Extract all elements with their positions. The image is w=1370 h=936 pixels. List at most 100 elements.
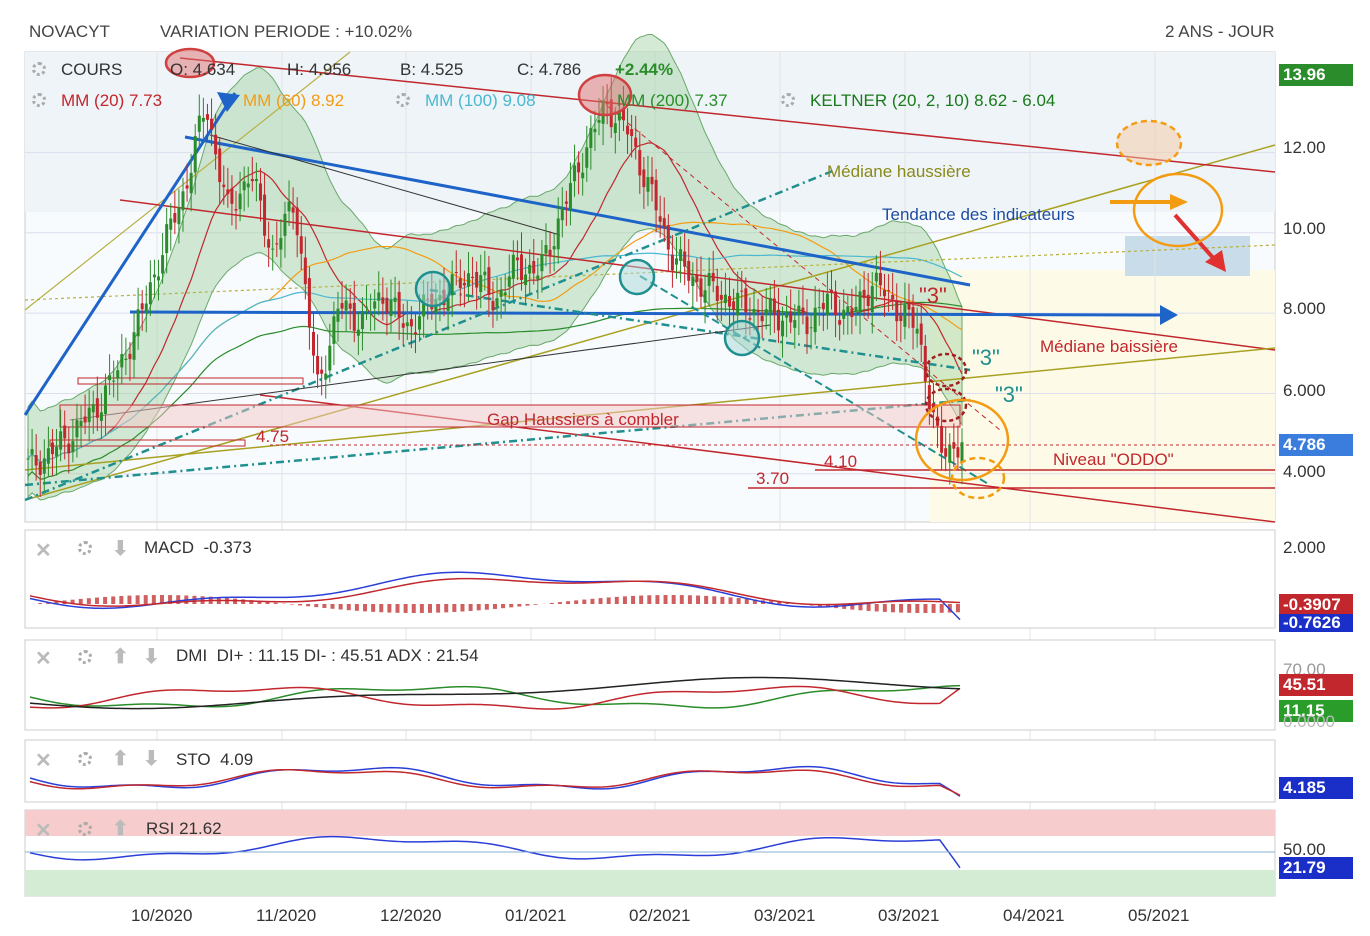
- candle-body: [532, 261, 536, 274]
- candle-body: [471, 276, 475, 279]
- level-475: 4.75: [256, 427, 290, 446]
- gear-icon[interactable]: [78, 650, 92, 664]
- candle-body: [662, 218, 666, 227]
- high-value: H: 4.956: [287, 60, 352, 79]
- keltner-label: KELTNER (20, 2, 10) 8.62 - 6.04: [810, 91, 1056, 110]
- candle-body: [956, 447, 960, 458]
- close-icon[interactable]: ✕: [35, 820, 52, 842]
- candle-body: [405, 322, 409, 327]
- candle-body: [462, 282, 466, 286]
- zone-upper: [25, 52, 1275, 212]
- gap-label: Gap Haussiers à combler: [487, 410, 679, 429]
- candle-body: [165, 224, 169, 254]
- candle-body: [764, 309, 768, 316]
- candle-body: [740, 290, 744, 292]
- candle-body: [303, 257, 307, 285]
- x-tick: 11/2020: [256, 906, 317, 925]
- candle-body: [732, 301, 736, 310]
- annotation-circles: [164, 47, 1224, 500]
- dmi-minus-badge: 45.51: [1279, 674, 1353, 696]
- black-line: [209, 134, 561, 236]
- macd-histogram-bar: [679, 595, 684, 604]
- macd-histogram-bar: [103, 596, 108, 604]
- close-icon[interactable]: ✕: [35, 750, 52, 772]
- teal-dashdot: [24, 398, 971, 487]
- candle-body: [520, 254, 524, 281]
- circle-orange: [1132, 172, 1224, 248]
- macd-histogram-bar: [631, 595, 636, 604]
- gear-icon[interactable]: [78, 541, 92, 555]
- y-tick: 8.000: [1283, 299, 1326, 318]
- macd-histogram-bar: [159, 595, 164, 604]
- candle-body: [544, 245, 548, 254]
- candle-body: [30, 449, 34, 455]
- candle-body: [373, 301, 377, 309]
- gear-icon[interactable]: [781, 93, 795, 107]
- candle-body: [825, 293, 829, 316]
- close-value: C: 4.786: [517, 60, 582, 79]
- candle-body: [475, 272, 479, 288]
- macd-histogram-bar: [655, 595, 660, 604]
- close-icon[interactable]: ✕: [35, 648, 52, 670]
- candle-body: [707, 273, 711, 286]
- candle-body: [556, 218, 560, 250]
- close-icon[interactable]: ✕: [35, 540, 52, 562]
- candle-body: [948, 445, 952, 463]
- macd-histogram-bar: [379, 604, 384, 613]
- candle-body: [691, 276, 695, 286]
- candle-body: [95, 398, 99, 418]
- macd-histogram-bar: [728, 597, 733, 604]
- gear-icon[interactable]: [396, 93, 410, 107]
- macd-histogram-bar: [452, 604, 457, 612]
- macd-histogram-bar: [338, 604, 343, 610]
- macd-histogram-bar: [525, 604, 530, 606]
- candle-body: [120, 354, 124, 368]
- macd-histogram-bar: [899, 604, 904, 613]
- arrow-up-icon[interactable]: ⬆: [112, 818, 129, 840]
- macd-histogram-bar: [78, 598, 83, 604]
- candle-body: [923, 345, 927, 382]
- candle-body: [401, 323, 405, 328]
- macd-histogram-bar: [86, 598, 91, 604]
- rsi-tick: 50.00: [1283, 840, 1326, 859]
- macd-signal-badge: -0.7626: [1279, 614, 1353, 632]
- x-tick: 03/2021: [878, 906, 940, 925]
- ma100-line: [27, 252, 963, 463]
- macd-histogram-bar: [517, 604, 522, 607]
- gear-icon[interactable]: [78, 752, 92, 766]
- macd-histogram-bar: [509, 604, 514, 608]
- candle-body: [283, 213, 287, 236]
- candle-body: [834, 291, 838, 316]
- candle-body: [940, 425, 944, 453]
- macd-histogram-bar: [249, 600, 254, 604]
- macd-histogram-bar: [744, 598, 749, 604]
- gear-icon[interactable]: [78, 822, 92, 836]
- arrow-down-icon[interactable]: ⬇: [112, 538, 129, 560]
- candle-body: [356, 329, 360, 336]
- candle-body: [650, 176, 654, 185]
- arrow-up-icon[interactable]: ⬆: [112, 748, 129, 770]
- candle-body: [157, 276, 161, 281]
- gear-icon[interactable]: [32, 62, 46, 76]
- candle-body: [38, 462, 42, 475]
- candle-body: [46, 448, 50, 464]
- period-selector[interactable]: 2 ANS - JOUR: [1165, 22, 1275, 41]
- candle-body: [340, 303, 344, 309]
- candle-body: [621, 107, 625, 121]
- candle-body: [870, 286, 874, 313]
- candle-body: [536, 275, 540, 280]
- candle-body: [613, 123, 617, 134]
- candle-body: [829, 289, 833, 293]
- candle-body: [540, 254, 544, 272]
- candle-body: [352, 302, 356, 331]
- candle-body: [646, 177, 650, 192]
- arrow-down-icon[interactable]: ⬇: [143, 646, 160, 668]
- level-370: 3.70: [756, 469, 790, 488]
- arrow-down-icon[interactable]: ⬇: [143, 748, 160, 770]
- candle-body: [201, 117, 205, 122]
- candle-body: [895, 300, 899, 322]
- candle-body: [748, 318, 752, 320]
- gear-icon[interactable]: [32, 93, 46, 107]
- arrow-up-icon[interactable]: ⬆: [112, 646, 129, 668]
- candle-body: [177, 207, 181, 225]
